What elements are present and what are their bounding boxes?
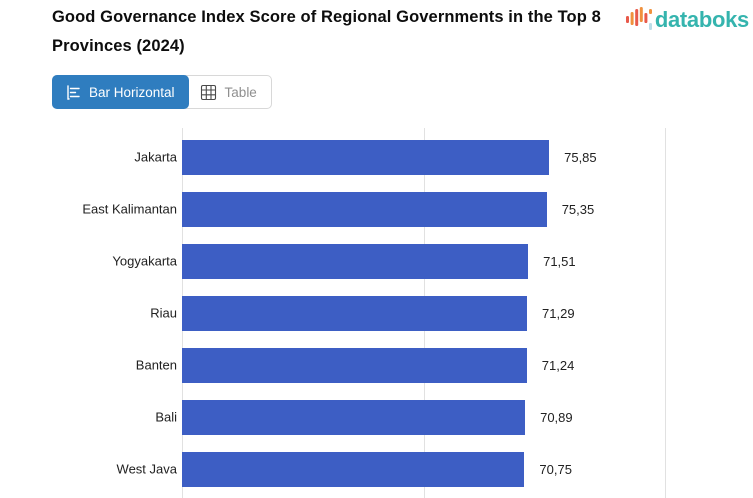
value-label: 75,35: [561, 201, 595, 217]
category-label: Jakarta: [134, 149, 177, 165]
table-icon: [200, 84, 217, 101]
bar[interactable]: [182, 347, 527, 383]
databoks-logo[interactable]: databoks: [625, 7, 749, 39]
bar-horizontal-button[interactable]: Bar Horizontal: [52, 75, 189, 109]
chart-row: West Java 70,75: [117, 443, 666, 495]
chart-row: Riau 71,29: [150, 287, 666, 339]
bar[interactable]: [182, 451, 525, 487]
table-button-label: Table: [224, 84, 257, 100]
value-label: 70,89: [540, 409, 573, 425]
category-label: Banten: [135, 357, 177, 373]
bar[interactable]: [182, 139, 550, 175]
table-button[interactable]: Table: [188, 76, 271, 108]
bar[interactable]: [182, 243, 529, 279]
chart-row: Banten 71,24: [136, 339, 666, 391]
value-label: 71,29: [542, 305, 575, 321]
category-label: West Java: [116, 461, 177, 477]
bar[interactable]: [182, 399, 526, 435]
value-label: 71,51: [543, 253, 576, 269]
chart-row: East Kalimantan 75,35: [82, 183, 666, 235]
category-label: Bali: [155, 409, 177, 425]
chart-row: Yogyakarta 71,51: [112, 235, 666, 287]
value-label: 71,24: [541, 357, 575, 373]
chart-row: Bali 70,89: [155, 391, 666, 443]
category-label: Yogyakarta: [112, 253, 177, 269]
chart-row: Jakarta 75,85: [134, 131, 666, 183]
bar[interactable]: [182, 191, 547, 227]
category-label: East Kalimantan: [82, 201, 177, 217]
bar-chart-rows: Jakarta 75,85 East Kalimantan 75,35 Yogy…: [82, 131, 666, 495]
bar[interactable]: [182, 295, 528, 331]
value-label: 75,85: [564, 149, 597, 165]
gridline-100: [665, 128, 666, 498]
value-label: 70,75: [539, 461, 572, 477]
bar-chart-horizontal-icon: [66, 84, 81, 100]
databoks-logo-text: databoks: [654, 7, 749, 32]
category-label: Riau: [150, 305, 177, 321]
page-title: Good Governance Index Score of Regional …: [52, 8, 601, 55]
bar-chart: Jakarta 75,85 East Kalimantan 75,35 Yogy…: [82, 128, 666, 498]
bar-horizontal-button-label: Bar Horizontal: [89, 84, 175, 100]
databoks-logo-icon: [625, 7, 653, 39]
view-toggle: Bar Horizontal Table: [52, 75, 272, 109]
